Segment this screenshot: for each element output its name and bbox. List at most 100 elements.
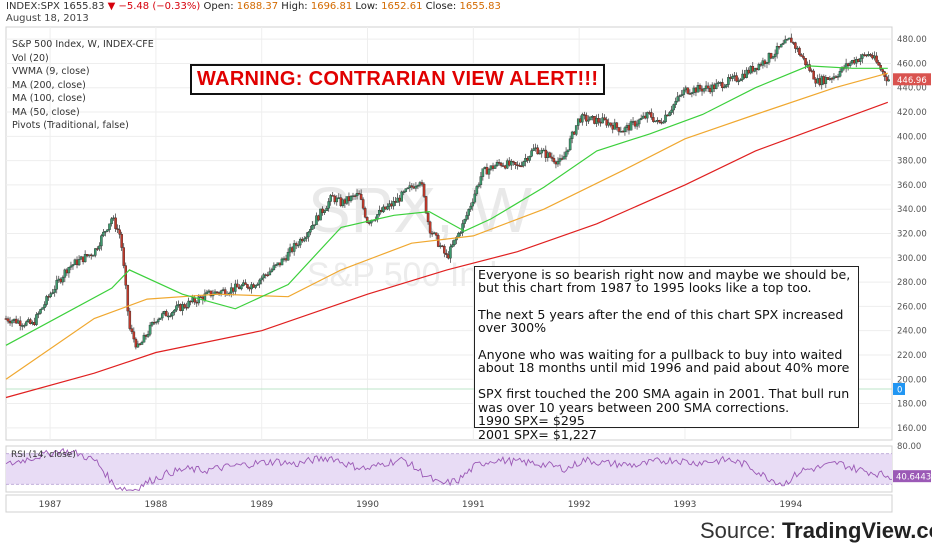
candle-body: [234, 283, 237, 292]
candle-body: [800, 54, 803, 57]
candle-body: [303, 238, 306, 242]
candle-body: [887, 79, 891, 82]
candle-body: [518, 164, 521, 167]
candle-body: [479, 176, 483, 185]
source-credit: Source: TradingView.com: [700, 518, 932, 544]
candle-body: [461, 223, 464, 233]
candle-body: [875, 55, 878, 63]
candle-body: [658, 119, 661, 123]
candle-body: [794, 42, 797, 49]
change: ▼ −5.48 (−0.33%): [107, 1, 201, 12]
candle-body: [329, 195, 332, 202]
candle-body: [410, 185, 414, 188]
legend-ma100[interactable]: MA (100, close): [12, 93, 86, 104]
candle-body: [771, 56, 775, 59]
candle-body: [550, 156, 554, 159]
candle-body: [10, 320, 14, 324]
candle-body: [280, 258, 284, 266]
candle-body: [765, 62, 769, 64]
candle-body: [392, 201, 395, 207]
candle-body: [158, 317, 162, 320]
legend-ma200[interactable]: MA (200, close): [12, 79, 86, 91]
candle-body: [556, 161, 560, 165]
warning-banner: WARNING: CONTRARIAN VIEW ALERT!!!: [190, 64, 606, 95]
legend-vol[interactable]: Vol (20): [12, 52, 49, 64]
candle-body: [319, 208, 322, 221]
last-price-tag: [893, 73, 931, 86]
candle-body: [244, 282, 247, 285]
candle-body: [735, 75, 738, 82]
open-label: Open:: [203, 1, 234, 12]
candle-body: [499, 162, 503, 166]
candle-body: [497, 162, 501, 164]
legend-vwma[interactable]: VWMA (9, close): [12, 66, 90, 77]
candle-body: [731, 76, 734, 79]
candle-body: [349, 195, 353, 202]
candle-body: [706, 85, 710, 89]
candle-body: [739, 79, 742, 82]
candle-body: [37, 313, 40, 315]
candle-body: [156, 319, 160, 323]
symbol[interactable]: INDEX:SPX: [6, 1, 60, 12]
y-tick-label: 160.00: [897, 424, 927, 434]
candle-body: [118, 229, 121, 235]
high-label: High:: [281, 1, 308, 12]
candle-body: [355, 193, 359, 197]
candle-body: [102, 231, 105, 236]
candle-body: [562, 156, 566, 160]
legend-title[interactable]: S&P 500 Index, W, INDEX-CFE: [12, 39, 154, 50]
candle-body: [536, 147, 539, 155]
candle-body: [298, 238, 302, 246]
candle-body: [296, 244, 300, 247]
candle-body: [51, 292, 54, 294]
last-price: 1655.83: [63, 1, 105, 12]
candle-body: [414, 185, 418, 189]
candle-body: [436, 235, 440, 247]
candle-body: [361, 199, 365, 209]
candle-body: [132, 331, 136, 340]
legend-ma50[interactable]: MA (50, close): [12, 106, 80, 118]
candle-body: [877, 62, 880, 66]
candle-body: [173, 309, 176, 313]
candle-body: [838, 71, 842, 77]
rsi-last-tag: [893, 470, 931, 483]
candle-body: [274, 264, 278, 266]
source-brand[interactable]: TradingView.com: [781, 518, 932, 543]
candle-body: [108, 223, 111, 230]
legend-pivots[interactable]: Pivots (Traditional, false): [12, 120, 129, 131]
candle-body: [359, 194, 363, 200]
candle-body: [215, 291, 219, 294]
volume-label: 0: [897, 385, 902, 395]
candle-body: [240, 285, 243, 290]
candle-body: [262, 274, 265, 279]
candle-body: [635, 123, 639, 127]
candle-body: [160, 313, 164, 319]
y-tick-label: 180.00: [897, 400, 927, 410]
y-tick-label: 300.00: [897, 254, 927, 264]
candle-body: [548, 152, 552, 158]
candle-body: [459, 232, 462, 234]
y-tick-label: 380.00: [897, 157, 927, 167]
candle-body: [91, 255, 95, 257]
candle-body: [286, 251, 290, 261]
ma50-line: [5, 65, 888, 346]
candle-body: [353, 195, 357, 197]
candle-body: [420, 182, 424, 185]
candle-body: [566, 149, 570, 152]
candle-body: [120, 234, 123, 248]
candle-body: [581, 114, 584, 123]
x-axis: [5, 494, 893, 513]
y-tick-label: 200.00: [897, 375, 927, 385]
last-price-label: 446.96: [897, 76, 927, 86]
candle-body: [106, 229, 109, 232]
candle-body: [698, 85, 702, 90]
candle-body: [804, 58, 807, 66]
rsi-tick-label: 80.00: [897, 442, 921, 452]
candle-body: [830, 78, 834, 80]
candle-body: [181, 304, 184, 311]
candle-body: [564, 151, 568, 157]
volume-tag: [893, 382, 905, 395]
candle-body: [808, 64, 811, 71]
candle-body: [493, 165, 497, 169]
candle-body: [639, 118, 643, 120]
